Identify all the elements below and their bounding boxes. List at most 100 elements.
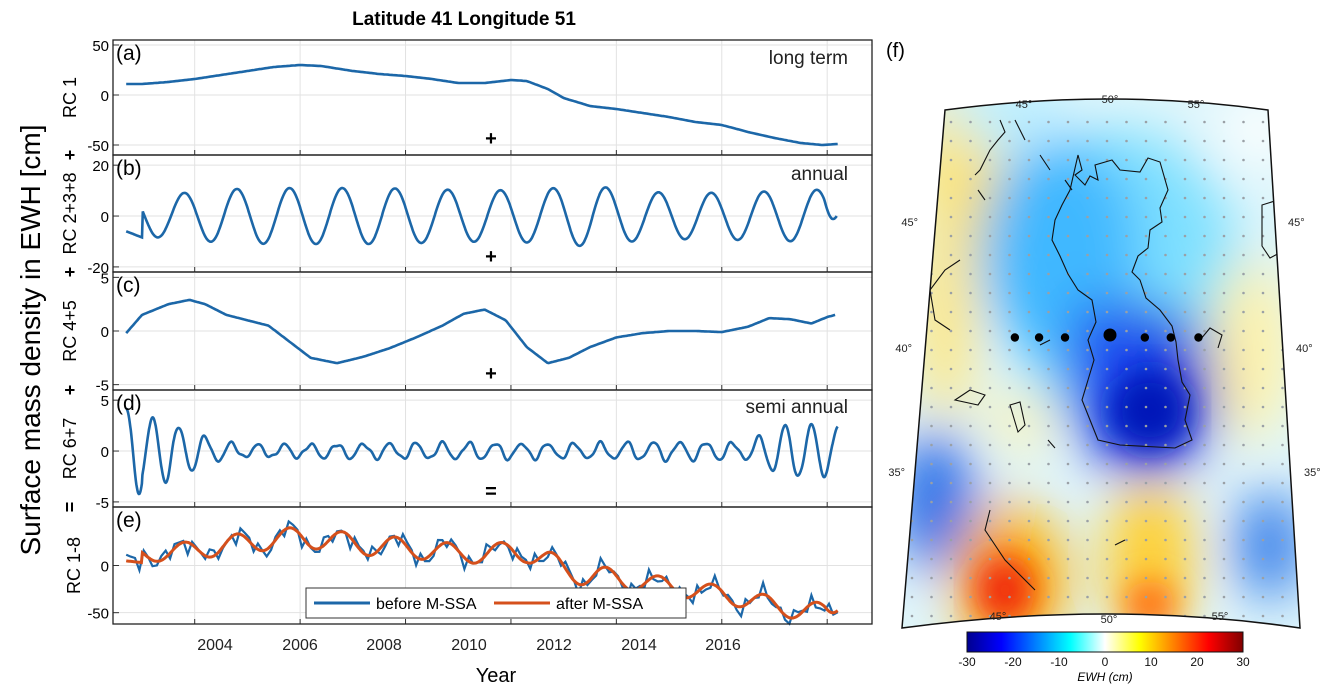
grid-dot (1047, 234, 1050, 238)
y-tick-label: -20 (87, 260, 109, 277)
grid-dot (1261, 120, 1265, 124)
grid-dot (930, 576, 933, 580)
grid-dot (1066, 595, 1070, 599)
grid-dot (1047, 424, 1050, 428)
grid-dot (949, 424, 953, 428)
grid-dot (969, 424, 972, 428)
grid-dot (1261, 462, 1265, 466)
grid-dot (1242, 386, 1245, 390)
lon-label-top: 45° (1016, 99, 1033, 111)
grid-dot (1008, 215, 1011, 219)
grid-dot (1203, 405, 1206, 409)
grid-dot (949, 158, 953, 162)
location-marker (1010, 333, 1020, 342)
grid-dot (1281, 253, 1284, 257)
grid-dot (969, 538, 972, 542)
grid-dot (1203, 253, 1206, 257)
grid-dot (1027, 329, 1031, 333)
grid-dot (1281, 405, 1284, 409)
lat-label-right: 45° (1288, 217, 1305, 229)
grid-dot (1047, 310, 1050, 314)
grid-dot (1008, 253, 1011, 257)
grid-dot (1222, 272, 1226, 276)
grid-dot (1086, 120, 1089, 124)
grid-dot (969, 386, 972, 390)
grid-dot (930, 310, 933, 314)
grid-dot (1027, 272, 1031, 276)
grid-dot (1008, 576, 1011, 580)
grid-dot (1242, 291, 1245, 295)
panel-annotation: semi annual (746, 397, 848, 418)
grid-dot (1144, 443, 1148, 447)
grid-dot (1125, 329, 1128, 333)
grid-dot (1144, 538, 1148, 542)
grid-dot (1105, 272, 1109, 276)
grid-dot (1242, 234, 1245, 238)
lon-label-bottom: 50° (1101, 614, 1118, 626)
lon-label-top: 50° (1102, 94, 1119, 106)
grid-dot (1066, 158, 1070, 162)
grid-dot (930, 139, 933, 143)
grid-dot (969, 291, 972, 295)
time-series-panels: 500-50(a) long term+RC 1+200-20(b) annual+… (60, 38, 873, 626)
grid-dot (1164, 215, 1167, 219)
grid-dot (930, 595, 933, 599)
colorbar-tick: -30 (958, 655, 976, 669)
panel-ylabel: RC 1 (60, 77, 80, 118)
grid-dot (1105, 595, 1109, 599)
grid-dot (1086, 215, 1089, 219)
y-tick-label: -5 (96, 378, 109, 395)
grid-dot (1047, 158, 1050, 162)
grid-dot (1125, 177, 1128, 181)
grid-dot (1008, 139, 1011, 143)
grid-dot (930, 557, 933, 561)
grid-dot (1164, 348, 1167, 352)
grid-dot (1027, 139, 1031, 143)
grid-dot (1242, 177, 1245, 181)
grid-dot (1203, 557, 1206, 561)
grid-dot (1222, 367, 1226, 371)
grid-dot (1242, 348, 1245, 352)
grid-dot (930, 177, 933, 181)
grid-dot (1222, 557, 1226, 561)
grid-dot (949, 462, 953, 466)
grid-dot (1086, 234, 1089, 238)
grid-dot (1008, 367, 1011, 371)
grid-dot (988, 462, 992, 466)
grid-dot (1066, 310, 1070, 314)
grid-dot (988, 386, 992, 390)
grid-dot (988, 272, 992, 276)
grid-dot (949, 443, 953, 447)
grid-dot (1183, 253, 1187, 257)
grid-dot (1203, 348, 1206, 352)
grid-dot (1261, 386, 1265, 390)
grid-dot (1203, 310, 1206, 314)
grid-dot (1008, 595, 1011, 599)
grid-dot (1027, 120, 1031, 124)
grid-dot (1125, 253, 1128, 257)
grid-dot (1008, 234, 1011, 238)
grid-dot (1281, 310, 1284, 314)
grid-dot (1066, 424, 1070, 428)
coastline-fragment (984, 509, 1036, 591)
grid-dot (1242, 367, 1245, 371)
grid-dot (1125, 614, 1128, 618)
grid-dot (1066, 177, 1070, 181)
grid-dot (1183, 443, 1187, 447)
grid-dot (1164, 234, 1167, 238)
grid-dot (1222, 424, 1226, 428)
y-tick-label: -50 (87, 606, 109, 623)
grid-dot (1203, 481, 1206, 485)
grid-dot (1144, 462, 1148, 466)
grid-dot (910, 196, 914, 200)
grid-dot (949, 519, 953, 523)
grid-dot (1125, 424, 1128, 428)
grid-dot (930, 614, 933, 618)
grid-dot (910, 481, 914, 485)
grid-dot (1008, 519, 1011, 523)
grid-dot (1066, 443, 1070, 447)
grid-dot (949, 614, 953, 618)
grid-dot (949, 576, 953, 580)
grid-dot (1125, 215, 1128, 219)
